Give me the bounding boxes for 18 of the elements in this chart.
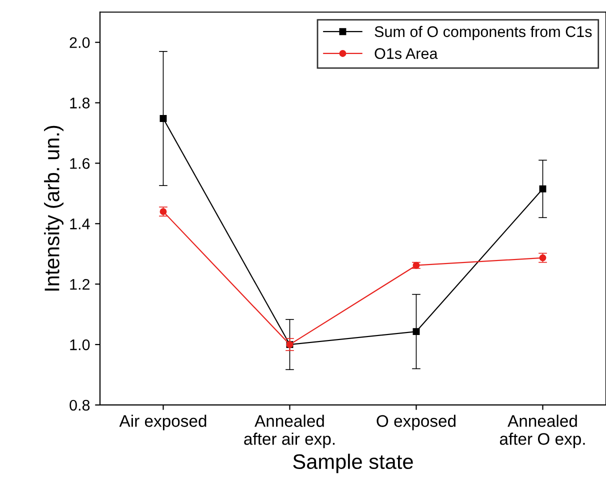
y-tick-label: 2.0: [70, 37, 90, 48]
x-tick-label: Annealed after air exp.: [244, 414, 335, 448]
x-axis-title: Sample state: [293, 454, 413, 474]
y-tick-label: 1.6: [70, 158, 90, 169]
x-tick-label: Air exposed: [119, 414, 206, 430]
legend-label: Sum of O components from C1s: [374, 26, 592, 40]
y-tick-label: 1.0: [70, 339, 90, 350]
x-tick-label: Annealed after O exp.: [500, 414, 585, 448]
point: [539, 185, 546, 192]
x-tick-label: O exposed: [376, 414, 456, 430]
legend-label: O1s Area: [374, 48, 438, 59]
y-tick-label: 1.2: [70, 278, 90, 290]
y-axis-title: Intensity (arb. un.): [44, 126, 64, 291]
point: [160, 115, 167, 122]
y-tick-label: 0.8: [70, 400, 90, 411]
y-tick-label: 1.4: [70, 218, 90, 230]
point: [412, 328, 420, 336]
y-tick-label: 1.8: [70, 98, 90, 108]
